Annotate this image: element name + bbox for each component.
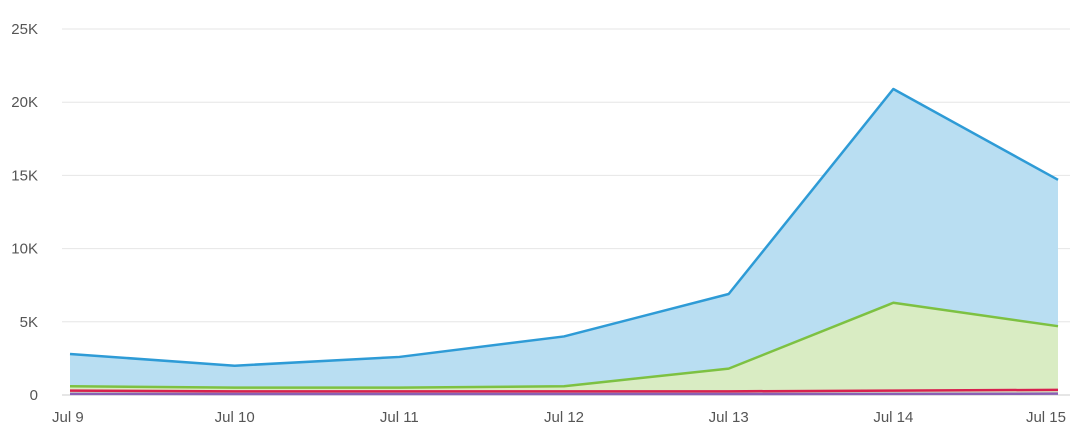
y-tick-label: 20K — [11, 94, 38, 111]
series-2-line — [69, 388, 1059, 393]
x-tick-label: Jul 13 — [709, 409, 749, 426]
x-tick-label: Jul 14 — [873, 409, 913, 426]
series-0-line — [69, 87, 1059, 367]
y-tick-label: 25K — [11, 21, 38, 38]
series-1-area — [70, 302, 1058, 395]
series-0-area — [70, 89, 1058, 396]
y-axis-ticks: 0 5K 10K 15K 20K 25K — [11, 21, 38, 404]
y-tick-label: 15K — [11, 167, 38, 184]
x-tick-label: Jul 10 — [215, 409, 255, 426]
series-group — [69, 87, 1059, 396]
y-tick-label: 0 — [30, 387, 38, 404]
x-tick-label: Jul 15 — [1026, 409, 1066, 426]
x-tick-label: Jul 9 — [52, 409, 84, 426]
y-tick-label: 5K — [20, 314, 38, 331]
x-tick-label: Jul 11 — [380, 409, 419, 426]
y-tick-label: 10K — [11, 241, 38, 258]
x-axis-ticks: Jul 9 Jul 10 Jul 11 Jul 12 Jul 13 Jul 14 Jul 1… — [52, 409, 1066, 426]
series-1-line — [69, 301, 1059, 389]
x-tick-label: Jul 12 — [544, 409, 584, 426]
